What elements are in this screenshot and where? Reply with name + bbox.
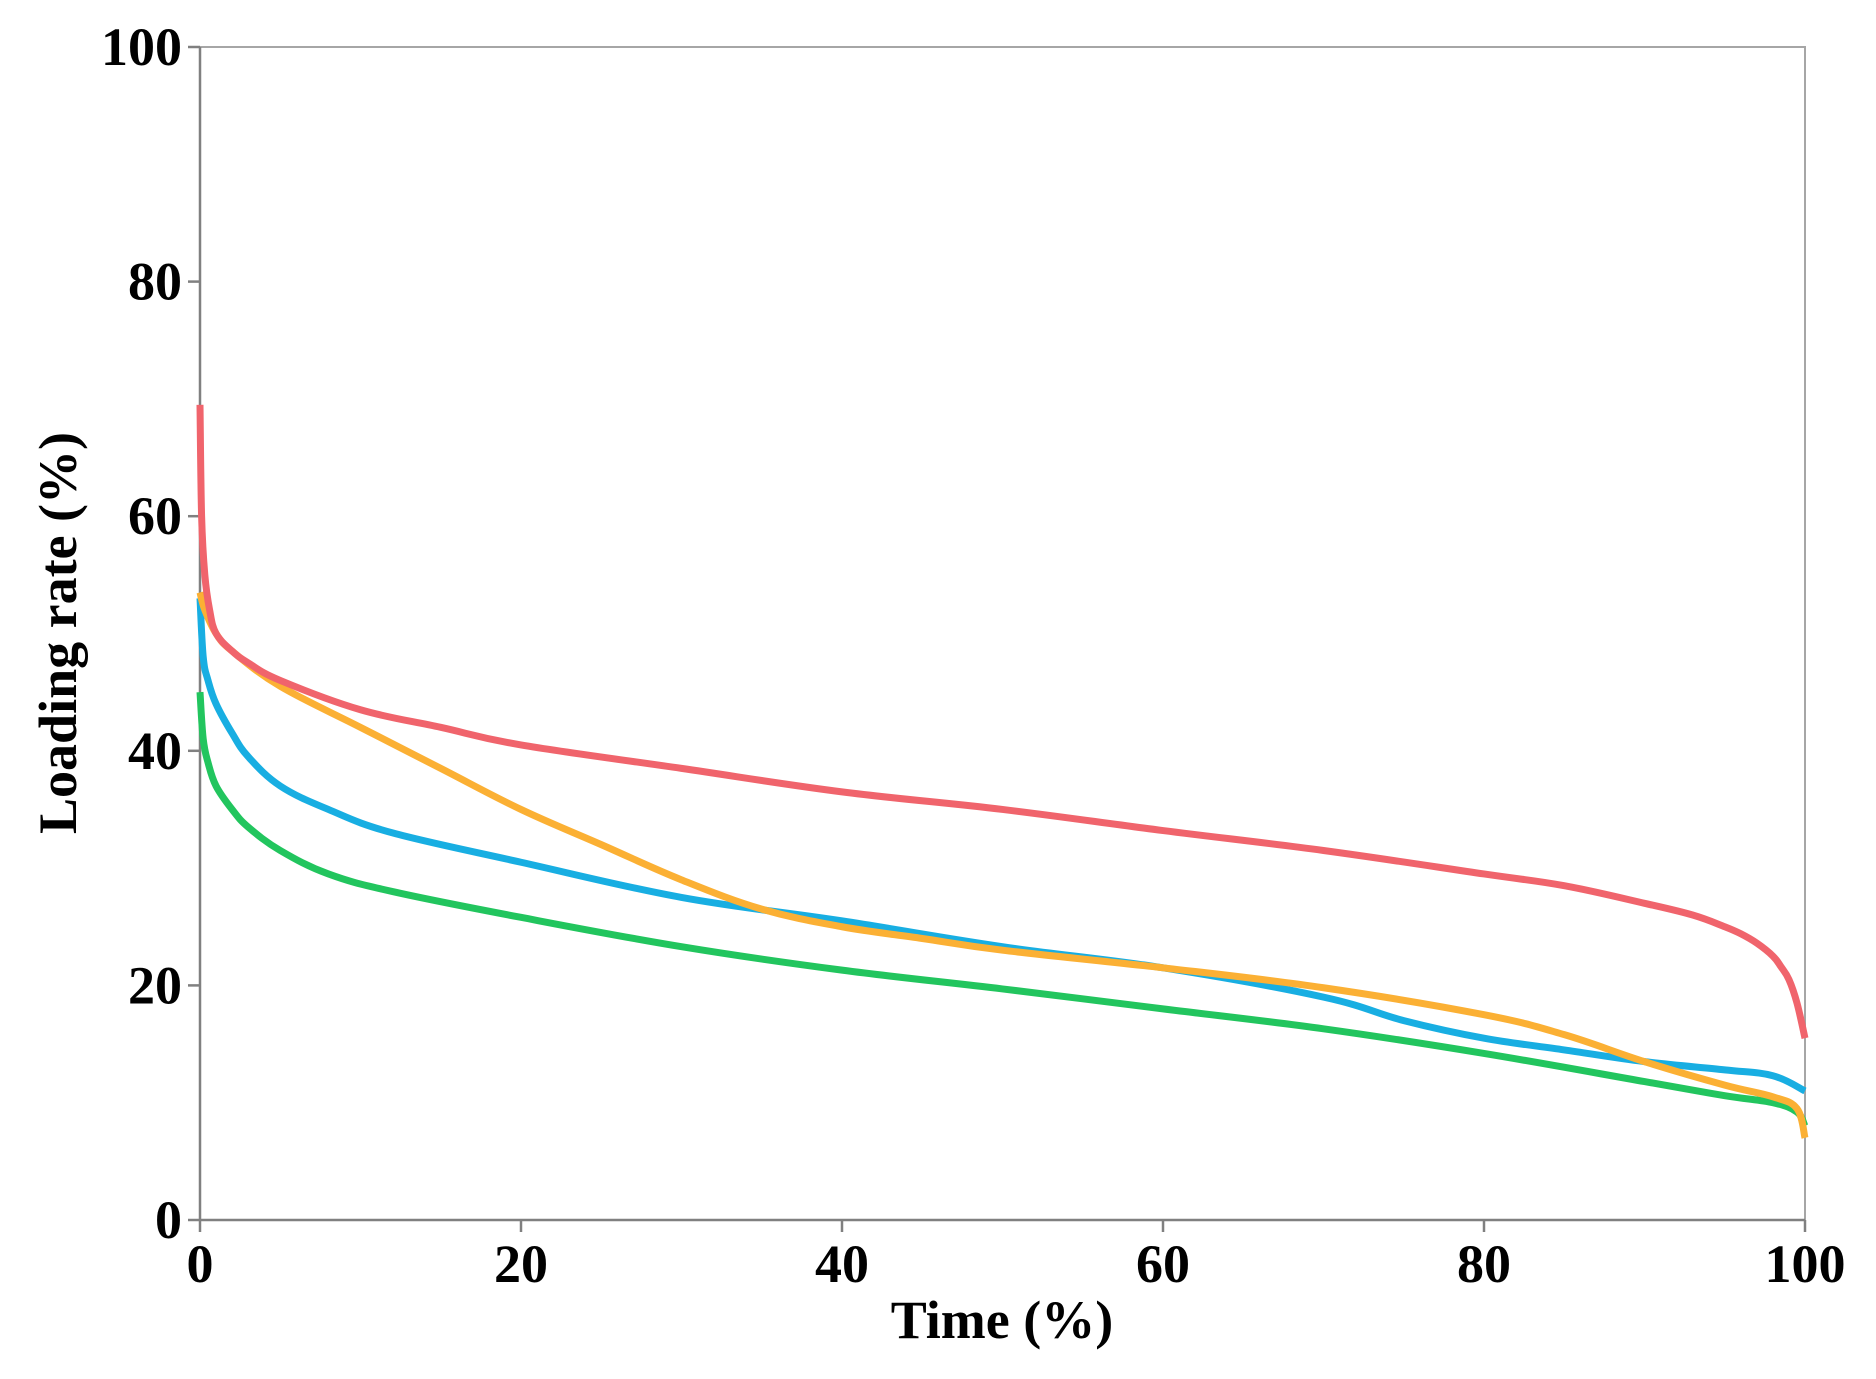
x-tick-label: 100 bbox=[1765, 1234, 1846, 1294]
y-tick-label: 100 bbox=[101, 17, 182, 77]
x-axis-ticks: 0 20 40 60 80 100 bbox=[187, 1220, 1846, 1294]
x-tick-label: 0 bbox=[187, 1234, 214, 1294]
y-tick-label: 0 bbox=[155, 1190, 182, 1250]
series-line-red bbox=[196, 404, 1809, 1039]
y-axis-title: Loading rate (%) bbox=[28, 432, 88, 834]
series-layer bbox=[196, 404, 1809, 1139]
x-tick-label: 20 bbox=[494, 1234, 548, 1294]
y-tick-label: 80 bbox=[128, 252, 182, 312]
y-tick-label: 60 bbox=[128, 486, 182, 546]
y-tick-label: 20 bbox=[128, 955, 182, 1015]
y-axis-ticks: 0 20 40 60 80 100 bbox=[101, 17, 200, 1250]
x-tick-label: 60 bbox=[1136, 1234, 1190, 1294]
y-tick-label: 40 bbox=[128, 721, 182, 781]
x-tick-label: 80 bbox=[1457, 1234, 1511, 1294]
series-line-blue bbox=[196, 598, 1807, 1095]
plot-area-frame bbox=[199, 46, 1806, 1221]
series-line-green bbox=[196, 691, 1809, 1128]
series-line-orange bbox=[196, 591, 1809, 1139]
x-tick-label: 40 bbox=[815, 1234, 869, 1294]
x-axis-title: Time (%) bbox=[891, 1290, 1113, 1350]
